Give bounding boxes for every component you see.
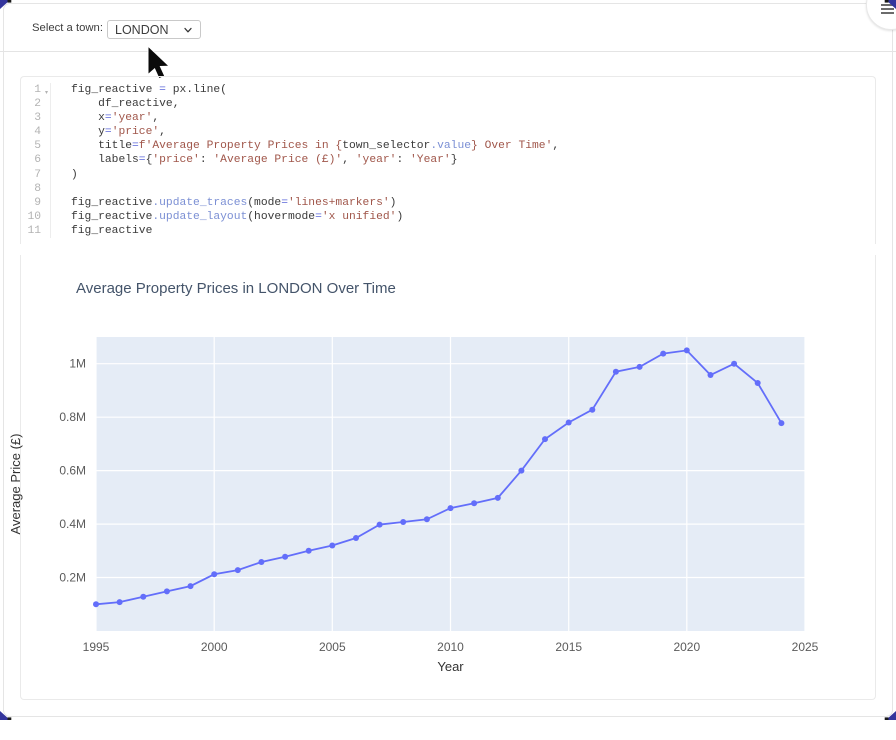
svg-text:1M: 1M xyxy=(69,357,86,371)
svg-text:0.6M: 0.6M xyxy=(59,464,86,478)
svg-text:2000: 2000 xyxy=(201,640,228,654)
svg-text:1995: 1995 xyxy=(83,640,110,654)
svg-text:0.2M: 0.2M xyxy=(59,571,86,585)
svg-text:2015: 2015 xyxy=(555,640,582,654)
svg-text:Average Price (£): Average Price (£) xyxy=(8,434,23,535)
svg-text:2005: 2005 xyxy=(319,640,346,654)
svg-text:0.8M: 0.8M xyxy=(59,410,86,424)
svg-text:2020: 2020 xyxy=(673,640,700,654)
svg-text:Year: Year xyxy=(437,659,464,674)
svg-text:0.4M: 0.4M xyxy=(59,517,86,531)
svg-text:2025: 2025 xyxy=(792,640,819,654)
svg-text:2010: 2010 xyxy=(437,640,464,654)
